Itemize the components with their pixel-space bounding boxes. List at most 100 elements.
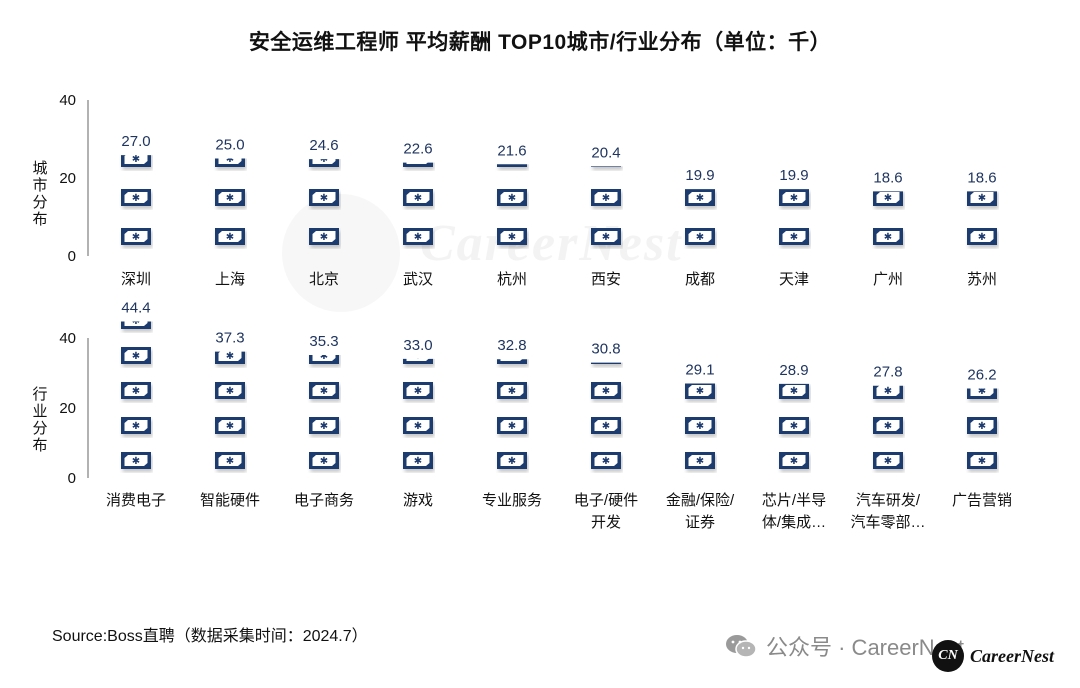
money-icon: ✱ [497,382,527,399]
value-label: 27.8 [873,364,902,381]
svg-text:✱: ✱ [320,193,328,204]
category-label: 金融/保险/证券 [666,492,735,531]
svg-text:✱: ✱ [696,193,704,204]
money-icon: ✱ [685,189,715,206]
money-icon: ✱ [967,452,997,469]
svg-text:✱: ✱ [226,386,234,397]
value-label: 25.0 [215,137,244,154]
bar-column: ✱ ✱ 19.9 天津 [779,167,809,288]
svg-text:✱: ✱ [414,154,422,165]
svg-text:城: 城 [32,160,47,177]
svg-text:✱: ✱ [790,193,798,204]
money-icon: ✱ [309,351,339,364]
svg-text:✱: ✱ [602,193,610,204]
money-icon: ✱ [215,452,245,469]
money-icon: ✱ [403,417,433,434]
value-label: 24.6 [309,137,338,154]
money-icon: ✱ [121,452,151,469]
money-icon: ✱ [497,164,527,167]
category-label: 智能硬件 [200,491,260,509]
svg-text:✱: ✱ [320,456,328,467]
city-panel: 02040城市分布✱✱✱27.0深圳✱✱✱25.0上海✱✱✱24.6北京✱✱✱2… [32,92,997,288]
money-icon: ✱ [873,191,903,206]
money-icon: ✱ [873,228,903,245]
money-icon: ✱ [967,191,997,206]
svg-text:✱: ✱ [508,351,516,362]
money-icon: ✱ [779,417,809,434]
money-icon: ✱ [497,351,527,364]
industry-panel: 02040行业分布✱✱✱✱✱44.4消费电子✱✱✱✱37.3智能硬件✱✱✱✱35… [32,300,1012,531]
money-icon: ✱ [215,154,245,167]
bar-column: ✱✱✱✱33.0游戏 [403,337,433,509]
wechat-text: 公众号 · CareerNest [766,635,965,660]
category-label: 北京 [309,271,339,288]
money-icon: ✱ [403,452,433,469]
value-label: 33.0 [403,337,432,354]
category-label: 专业服务 [482,492,542,509]
value-label: 29.1 [685,362,714,379]
y-tick-label: 0 [68,470,76,487]
money-icon: ✱ [497,189,527,206]
svg-text:✱: ✱ [884,456,892,467]
money-icon: ✱ [309,417,339,434]
value-label: 26.2 [967,366,996,383]
svg-text:✱: ✱ [978,232,986,243]
money-icon: ✱ [685,452,715,469]
bar-column: ✱ ✱ ✱ ✱ 37.3 智能硬件 [200,330,260,509]
bar-column: ✱ ✱ ✱ ✱ 30.8 电子/硬件开发 [574,341,638,531]
svg-text:✱: ✱ [132,421,140,432]
svg-text:✱: ✱ [414,232,422,243]
svg-text:✱: ✱ [226,154,234,165]
svg-text:✱: ✱ [978,193,986,204]
money-icon: ✱ [591,417,621,434]
category-label: 游戏 [403,492,433,509]
svg-text:✱: ✱ [790,421,798,432]
money-icon: ✱ [591,382,621,399]
money-icon: ✱ [215,382,245,399]
category-label: 电子商务 [294,492,354,509]
value-label: 44.4 [121,300,150,317]
money-icon: ✱ [309,382,339,399]
wechat-brand: 公众号 · CareerNest [724,630,964,662]
svg-text:业: 业 [32,403,47,420]
svg-text:✱: ✱ [226,232,234,243]
svg-text:分: 分 [32,194,47,211]
value-label: 35.3 [309,333,338,350]
category-label: 成都 [685,271,715,288]
bar-column: ✱ ✱ ✱ 27.0 深圳 [121,133,151,288]
y-tick-label: 20 [59,170,76,187]
svg-text:✱: ✱ [414,421,422,432]
bar-column: ✱ ✱ ✱ 29.1 金融/保险/证券 [666,362,735,531]
y-tick-label: 40 [59,330,76,347]
category-label: 上海 [215,271,245,288]
money-icon: ✱ [497,228,527,245]
money-icon: ✱ [967,388,997,399]
money-icon: ✱ [403,382,433,399]
money-icon: ✱ [403,189,433,206]
bar-column: ✱ ✱ 19.9 成都 [685,167,715,288]
svg-text:✱: ✱ [320,351,328,362]
money-icon: ✱ [685,417,715,434]
svg-text:市: 市 [32,177,47,194]
money-icon: ✱ [779,383,809,399]
svg-text:✱: ✱ [226,456,234,467]
money-icon: ✱ [309,452,339,469]
svg-text:✱: ✱ [320,421,328,432]
money-icon: ✱ [121,417,151,434]
category-label: 芯片/半导体/集成… [762,492,826,531]
value-label: 19.9 [685,167,714,184]
money-icon: ✱ [591,362,621,364]
svg-text:✱: ✱ [132,351,140,362]
value-label: 30.8 [591,341,620,358]
svg-text:✱: ✱ [602,386,610,397]
svg-text:分: 分 [32,420,47,437]
bar-column: ✱✱✱22.6武汉 [403,141,433,288]
category-label: 电子/硬件开发 [574,492,638,531]
bar-column: ✱ ✱ 18.6 广州 [873,169,903,288]
logo-text: CareerNest [970,645,1054,666]
svg-text:✱: ✱ [414,456,422,467]
